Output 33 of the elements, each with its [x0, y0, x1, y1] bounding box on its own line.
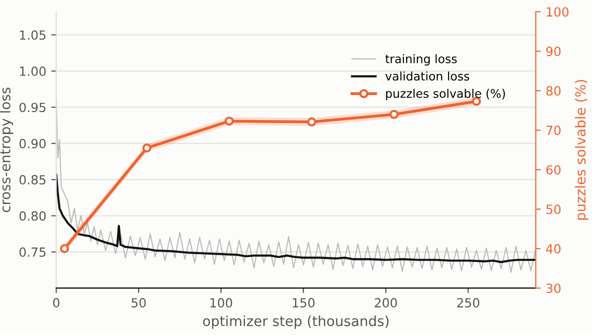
y-axis-title: cross-entropy loss — [0, 88, 14, 212]
point — [224, 116, 234, 126]
y-tick-label: 0.75 — [20, 247, 46, 257]
y-tick-label: 0.85 — [20, 175, 46, 185]
x-tick-label: 0 — [53, 298, 60, 308]
x-axis-title: optimizer step (thousands) — [203, 315, 389, 329]
y-tick-label: 0.80 — [20, 211, 46, 221]
legend-label: validation loss — [385, 71, 470, 81]
y2-tick-label: 60 — [546, 165, 561, 175]
x-tick-label: 150 — [292, 298, 315, 308]
y-tick-label: 1.00 — [20, 66, 46, 76]
y2-tick-label: 70 — [546, 126, 561, 136]
y2-tick-label: 80 — [546, 86, 561, 96]
point — [307, 117, 316, 126]
legend-label: training loss — [385, 54, 457, 66]
x-tick-label: 50 — [132, 298, 146, 308]
x-tick-label: 200 — [374, 298, 397, 308]
y2-tick-label: 50 — [546, 204, 561, 214]
y-tick-label: 0.90 — [20, 138, 46, 148]
y2-tick-label: 30 — [546, 284, 561, 294]
y-tick-label: 1.05 — [20, 30, 46, 40]
y2-axis-title: puzzles solvable (%) — [574, 80, 588, 220]
y2-tick-label: 40 — [546, 244, 561, 254]
point — [142, 143, 152, 152]
line-series — [56, 173, 536, 264]
y2-tick-label: 90 — [546, 46, 561, 56]
x-tick-label: 250 — [457, 298, 480, 308]
point — [60, 244, 69, 254]
y2-tick-label: 100 — [546, 7, 569, 17]
legend-label: puzzles solvable (%) — [386, 88, 505, 100]
point — [390, 110, 399, 119]
x-tick-label: 100 — [210, 298, 232, 308]
y-tick-label: 0.95 — [20, 102, 46, 112]
